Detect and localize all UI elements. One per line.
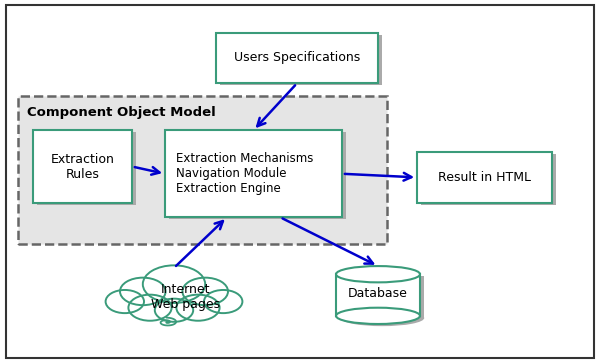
Bar — [169, 132, 346, 219]
Bar — [340, 277, 424, 318]
Bar — [336, 274, 420, 316]
Bar — [37, 132, 136, 205]
Text: Extraction Mechanisms
Navigation Module
Extraction Engine: Extraction Mechanisms Navigation Module … — [176, 152, 313, 195]
Bar — [216, 33, 378, 83]
Circle shape — [204, 290, 242, 313]
Circle shape — [128, 295, 172, 321]
Bar — [220, 35, 382, 85]
Bar — [18, 96, 387, 244]
Circle shape — [182, 278, 228, 305]
Text: Component Object Model: Component Object Model — [27, 106, 216, 119]
Ellipse shape — [340, 310, 424, 326]
Ellipse shape — [336, 266, 420, 282]
Circle shape — [155, 299, 193, 322]
Bar — [33, 130, 132, 203]
Text: Database: Database — [348, 287, 408, 300]
Circle shape — [176, 295, 220, 321]
Bar — [417, 152, 552, 203]
Text: Result in HTML: Result in HTML — [438, 171, 531, 184]
Circle shape — [143, 265, 205, 303]
Circle shape — [120, 278, 166, 305]
Ellipse shape — [336, 308, 420, 324]
Text: Extraction
Rules: Extraction Rules — [50, 152, 115, 181]
Circle shape — [106, 290, 144, 313]
Bar — [421, 154, 556, 205]
Text: Users Specifications: Users Specifications — [234, 51, 360, 64]
Text: Internet
Web pages: Internet Web pages — [151, 283, 221, 311]
Bar — [165, 130, 342, 217]
